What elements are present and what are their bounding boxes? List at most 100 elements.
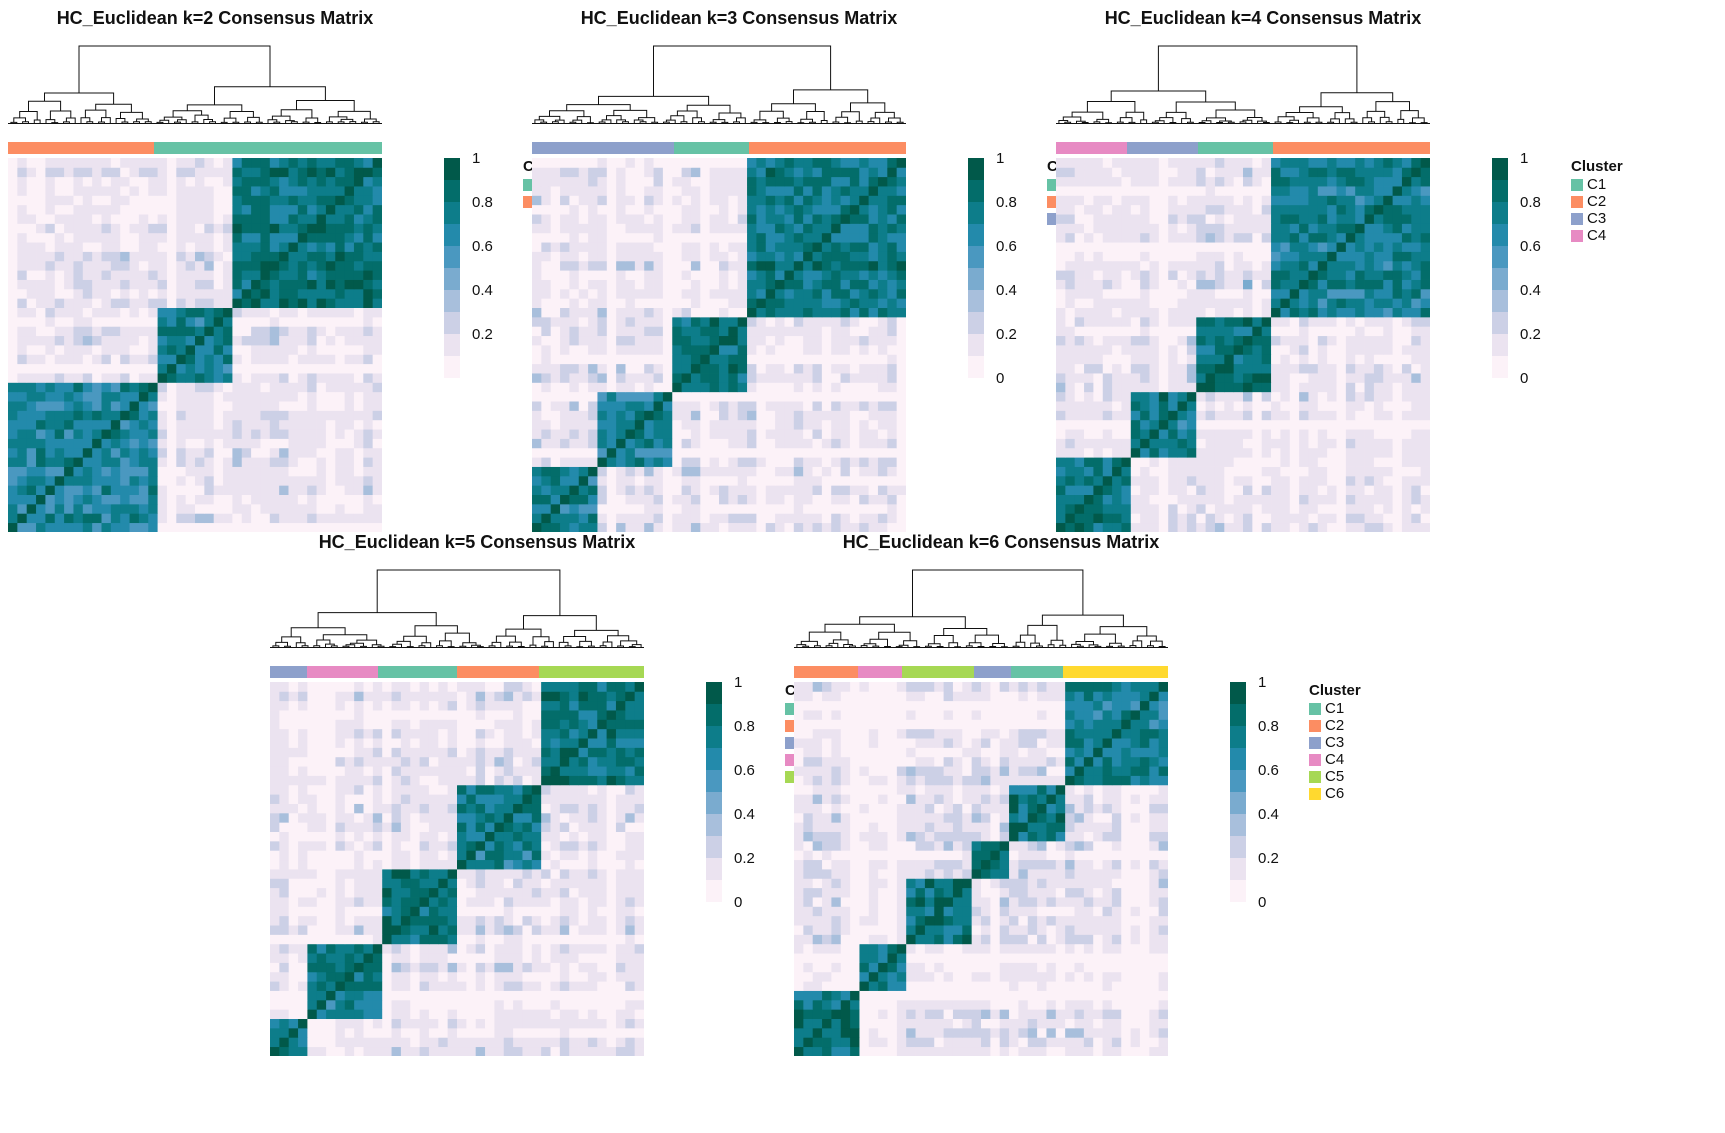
heat-cell bbox=[1299, 232, 1309, 243]
heat-cell bbox=[1289, 307, 1300, 318]
heat-cell bbox=[1149, 410, 1160, 421]
heat-cell bbox=[1177, 242, 1188, 252]
heat-cell bbox=[728, 522, 739, 532]
heat-cell bbox=[213, 513, 224, 524]
heat-cell bbox=[588, 438, 598, 449]
heat-cell bbox=[138, 167, 149, 178]
heat-cell bbox=[45, 279, 56, 290]
heat-cell bbox=[1205, 401, 1216, 411]
heat-cell bbox=[1112, 223, 1122, 234]
heat-cell bbox=[560, 307, 570, 318]
heat-cell bbox=[728, 410, 739, 421]
heat-cell bbox=[129, 373, 140, 383]
heat-cell bbox=[316, 288, 327, 299]
heat-cell bbox=[45, 382, 56, 393]
heat-cell bbox=[1149, 354, 1160, 365]
heat-cell bbox=[344, 354, 355, 365]
heat-cell bbox=[569, 298, 580, 308]
heat-cell bbox=[26, 485, 37, 495]
heat-cell bbox=[1224, 242, 1235, 252]
heat-cell bbox=[550, 354, 561, 365]
heat-cell bbox=[1158, 204, 1169, 215]
heat-cell bbox=[719, 195, 729, 206]
heat-cell bbox=[101, 382, 112, 393]
heat-cell bbox=[690, 204, 701, 215]
heat-cell bbox=[737, 158, 748, 168]
heat-cell bbox=[1084, 316, 1094, 327]
heat-cell bbox=[1392, 279, 1403, 290]
heat-cell bbox=[138, 316, 149, 327]
heat-cell bbox=[1308, 401, 1319, 411]
heat-cell bbox=[765, 466, 776, 477]
heat-cell bbox=[176, 363, 187, 374]
heat-cell bbox=[157, 223, 168, 234]
heat-cell bbox=[363, 335, 374, 346]
heat-cell bbox=[1289, 401, 1300, 411]
heat-cell bbox=[17, 401, 28, 411]
heat-cell bbox=[653, 447, 664, 458]
heat-cell bbox=[148, 429, 158, 439]
heat-cell bbox=[662, 447, 673, 458]
heat-cell bbox=[1308, 204, 1319, 215]
heat-cell bbox=[1112, 438, 1122, 449]
heat-cell bbox=[120, 345, 130, 355]
dendrogram-branch bbox=[1086, 101, 1136, 113]
heat-cell bbox=[353, 391, 364, 402]
heat-cell bbox=[532, 466, 542, 477]
heat-cell bbox=[1243, 186, 1253, 196]
heat-cell bbox=[784, 494, 795, 505]
heat-cell bbox=[831, 410, 841, 421]
heat-cell bbox=[681, 279, 692, 290]
heat-cell bbox=[1383, 223, 1393, 234]
heat-cell bbox=[279, 485, 289, 495]
heat-cell bbox=[1140, 316, 1150, 327]
heat-cell bbox=[1196, 429, 1206, 439]
heat-cell bbox=[849, 251, 860, 262]
heat-cell bbox=[849, 298, 860, 308]
heat-cell bbox=[588, 429, 598, 439]
heat-cell bbox=[532, 242, 542, 252]
heat-cell bbox=[269, 522, 280, 532]
heat-cell bbox=[634, 260, 645, 271]
heat-cell bbox=[1196, 242, 1206, 252]
heat-cell bbox=[101, 503, 112, 514]
heat-cell bbox=[1158, 279, 1169, 290]
heat-cell bbox=[120, 429, 130, 439]
heat-cell bbox=[1205, 382, 1216, 393]
heat-cell bbox=[1336, 260, 1347, 271]
heat-cell bbox=[821, 419, 832, 430]
heat-cell bbox=[541, 242, 552, 252]
heat-cell bbox=[1121, 522, 1132, 532]
heat-cell bbox=[1065, 447, 1076, 458]
heat-cell bbox=[634, 195, 645, 206]
heat-cell bbox=[859, 176, 869, 187]
heat-cell bbox=[681, 475, 692, 486]
heat-cell bbox=[17, 522, 28, 532]
heat-cell bbox=[166, 382, 177, 393]
heat-cell bbox=[307, 307, 317, 318]
heat-cell bbox=[747, 438, 757, 449]
heat-cell bbox=[1121, 307, 1132, 318]
heat-cell bbox=[588, 279, 598, 290]
heat-cell bbox=[868, 447, 879, 458]
heat-cell bbox=[681, 419, 692, 430]
heat-cell bbox=[1112, 335, 1122, 346]
heat-cell bbox=[737, 251, 748, 262]
heat-cell bbox=[26, 382, 37, 393]
heat-cell bbox=[288, 345, 299, 355]
dendrogram-branch bbox=[653, 45, 832, 97]
heat-cell bbox=[532, 270, 542, 280]
heat-cell bbox=[195, 522, 205, 532]
heat-cell bbox=[325, 363, 336, 374]
heat-cell bbox=[1271, 447, 1281, 458]
heat-cell bbox=[578, 251, 589, 262]
heat-cell bbox=[1317, 260, 1328, 271]
heat-cell bbox=[82, 522, 93, 532]
heat-cell bbox=[223, 260, 233, 271]
heat-cell bbox=[1271, 307, 1281, 318]
heat-cell bbox=[1130, 260, 1141, 271]
heat-cell bbox=[868, 186, 879, 196]
heat-cell bbox=[1345, 204, 1356, 215]
heat-cell bbox=[1112, 513, 1122, 524]
heat-cell bbox=[54, 494, 65, 505]
